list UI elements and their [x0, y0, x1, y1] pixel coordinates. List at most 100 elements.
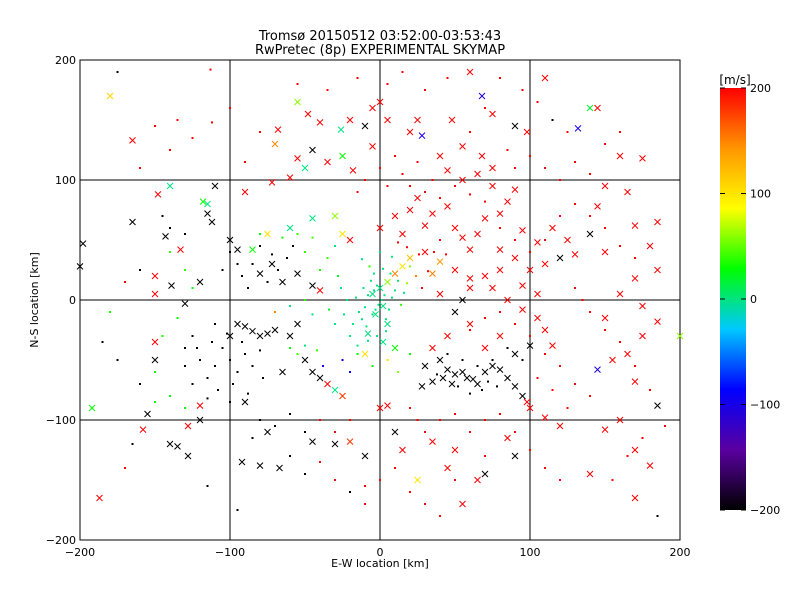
- data-point-cross: [177, 246, 184, 253]
- data-point-dot: [169, 227, 171, 229]
- data-point-cross: [151, 290, 159, 298]
- data-point-cross: [168, 282, 175, 289]
- data-point-cross: [421, 222, 429, 229]
- data-point-cross: [174, 443, 181, 450]
- data-point-dot: [401, 71, 404, 73]
- data-point-cross: [496, 332, 504, 340]
- data-point-cross: [489, 164, 496, 172]
- data-point-cross: [271, 326, 279, 334]
- data-point-cross: [379, 338, 387, 346]
- data-point-dot: [296, 83, 299, 85]
- data-point-dot: [574, 383, 576, 385]
- data-point-cross: [372, 311, 379, 318]
- data-point-cross: [549, 342, 556, 349]
- data-point-cross: [294, 98, 301, 106]
- data-point-dot: [274, 311, 276, 313]
- data-point-cross: [421, 362, 429, 370]
- data-point-dot: [397, 241, 399, 244]
- data-point-dot: [211, 341, 213, 343]
- data-point-cross: [489, 110, 496, 118]
- data-point-dot: [544, 467, 546, 469]
- data-point-cross: [504, 374, 511, 382]
- data-point-dot: [377, 303, 380, 306]
- data-point-dot: [634, 365, 636, 367]
- data-point-dot: [581, 299, 584, 301]
- data-point-dot: [374, 308, 377, 311]
- data-point-cross: [309, 215, 316, 222]
- data-point-dot: [394, 467, 396, 469]
- data-point-cross: [654, 318, 661, 325]
- data-point-dot: [289, 413, 291, 415]
- data-point-dot: [304, 473, 306, 475]
- data-point-cross: [436, 152, 444, 160]
- data-point-dot: [259, 349, 261, 352]
- data-point-cross: [594, 104, 601, 112]
- data-point-dot: [334, 323, 336, 325]
- data-point-cross: [511, 254, 519, 262]
- data-point-dot: [349, 491, 351, 493]
- data-point-dot: [259, 245, 261, 247]
- data-point-cross: [418, 132, 426, 139]
- data-point-cross: [504, 434, 511, 442]
- data-point-dot: [316, 349, 318, 352]
- data-point-dot: [385, 330, 387, 333]
- data-point-dot: [566, 131, 569, 133]
- data-point-dot: [364, 503, 366, 505]
- x-tick-label: −200: [65, 546, 95, 559]
- data-point-dot: [433, 251, 435, 253]
- data-point-dot: [499, 227, 501, 229]
- data-point-cross: [234, 246, 241, 253]
- data-point-cross: [151, 272, 159, 280]
- data-point-dot: [169, 251, 171, 253]
- data-point-cross: [324, 380, 331, 388]
- data-point-dot: [247, 287, 249, 289]
- data-point-cross: [466, 68, 474, 76]
- data-point-cross: [541, 74, 549, 82]
- data-point-dot: [116, 359, 119, 361]
- data-point-dot: [386, 83, 389, 85]
- data-point-dot: [161, 215, 164, 217]
- data-point-cross: [481, 215, 489, 222]
- data-point-dot: [191, 383, 194, 385]
- data-point-cross: [391, 428, 399, 436]
- data-point-dot: [499, 311, 501, 313]
- data-point-cross: [304, 110, 312, 118]
- data-point-dot: [521, 359, 524, 361]
- data-point-dot: [559, 365, 561, 367]
- data-point-dot: [232, 383, 234, 385]
- data-point-dot: [368, 265, 371, 268]
- data-point-cross: [421, 248, 429, 256]
- data-point-dot: [328, 308, 330, 311]
- data-point-dot: [184, 233, 186, 235]
- data-point-dot: [499, 77, 501, 79]
- data-point-dot: [454, 479, 456, 481]
- data-point-cross: [616, 416, 624, 424]
- data-point-dot: [274, 425, 276, 427]
- data-point-cross: [96, 494, 103, 502]
- data-point-dot: [266, 281, 269, 283]
- data-point-cross: [631, 275, 639, 282]
- data-point-cross: [586, 104, 594, 112]
- data-point-dot: [469, 392, 471, 395]
- data-point-cross: [448, 380, 456, 388]
- data-point-cross: [301, 164, 309, 172]
- data-point-cross: [264, 230, 271, 238]
- data-point-dot: [176, 119, 179, 121]
- data-point-dot: [262, 377, 264, 379]
- data-point-dot: [251, 263, 254, 265]
- data-point-cross: [459, 296, 466, 304]
- data-point-dot: [296, 353, 299, 355]
- data-point-dot: [361, 258, 363, 261]
- data-point-cross: [609, 356, 616, 364]
- data-point-cross: [571, 251, 579, 258]
- data-point-cross: [349, 167, 357, 174]
- data-point-dot: [319, 461, 321, 463]
- data-point-dot: [326, 257, 329, 259]
- data-point-dot: [386, 359, 389, 361]
- data-point-cross: [594, 203, 601, 210]
- data-point-dot: [362, 287, 365, 289]
- data-point-dot: [206, 377, 209, 379]
- data-point-cross: [474, 170, 481, 178]
- data-point-cross: [523, 398, 531, 406]
- data-point-cross: [631, 494, 639, 502]
